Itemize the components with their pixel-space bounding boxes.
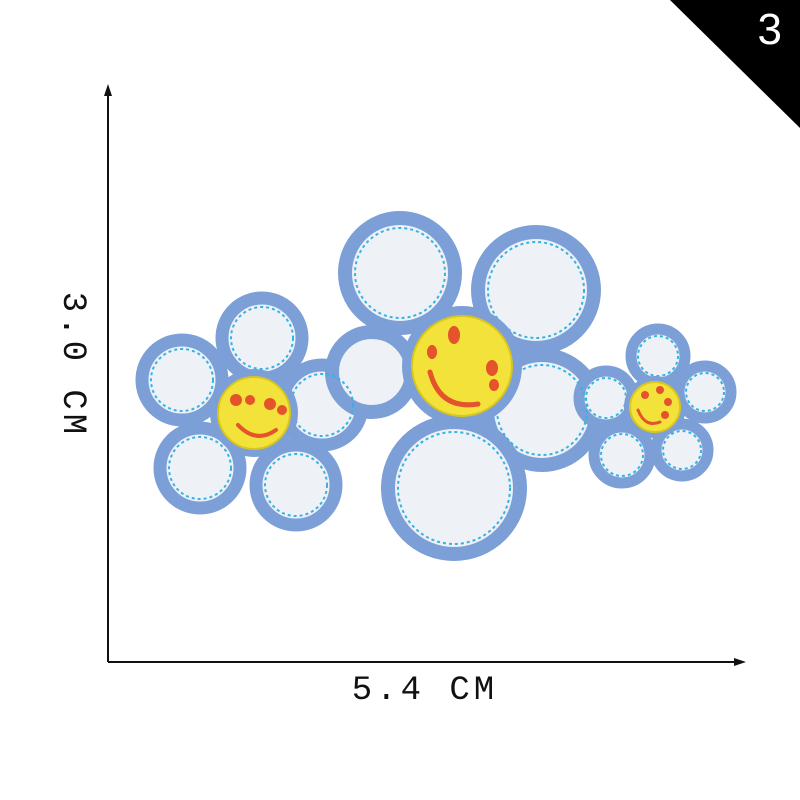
- height-dimension-label: 3.0 CM: [53, 291, 91, 439]
- flower-patch: [135, 211, 737, 561]
- left-smiley-face: [210, 369, 298, 457]
- corner-badge-triangle: [670, 0, 800, 128]
- middle-smiley-face: [402, 306, 522, 426]
- vertical-axis-arrow: [104, 84, 112, 96]
- middle-flower: [325, 211, 604, 561]
- left-flower: [135, 291, 369, 532]
- dimension-axes: [104, 84, 746, 666]
- badge-number: 3: [757, 5, 782, 54]
- width-dimension-label: 5.4 CM: [351, 672, 499, 710]
- horizontal-axis-arrow: [734, 658, 746, 666]
- right-smiley-face: [624, 376, 686, 438]
